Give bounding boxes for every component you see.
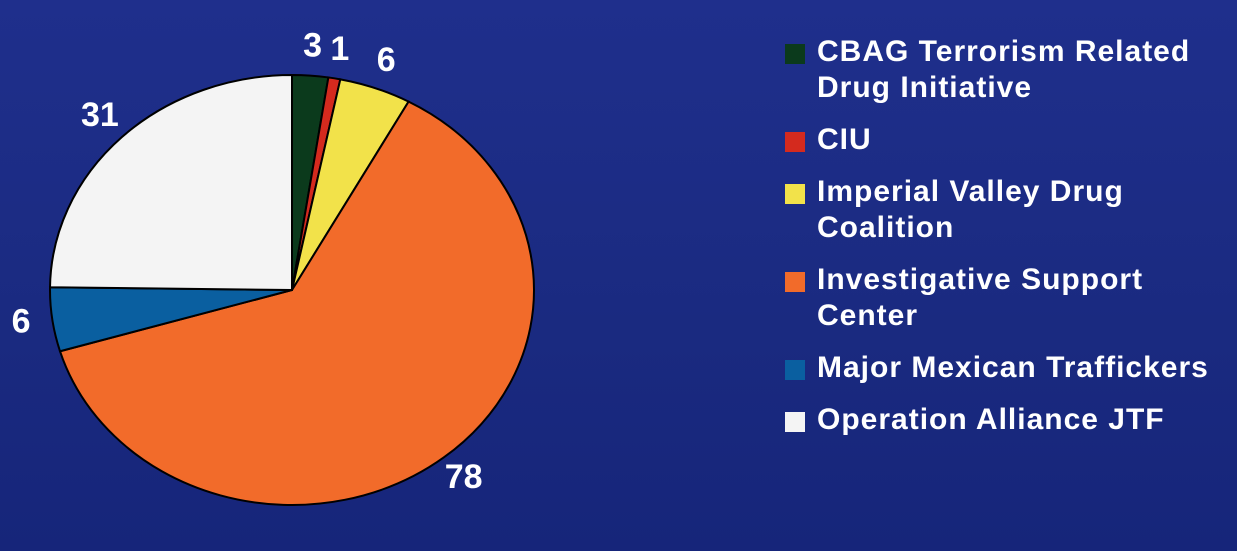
value-label: 1 [330,30,349,68]
legend-swatch [785,184,805,204]
legend-label: Investigative Support Center [817,263,1144,332]
legend-swatch [785,272,805,292]
legend-label: Operation Alliance JTF [817,403,1165,436]
legend-item: Investigative Support Center [785,262,1225,334]
legend-label: CBAG Terrorism Related Drug Initiative [817,35,1191,104]
value-label: 6 [377,41,396,79]
legend-swatch [785,44,805,64]
pie-slice [49,73,293,292]
legend-item: CBAG Terrorism Related Drug Initiative [785,34,1225,106]
legend-label: Major Mexican Traffickers [817,351,1209,384]
value-label: 3 [303,27,322,65]
legend-swatch [785,360,805,380]
legend-item: Operation Alliance JTF [785,402,1225,438]
value-label: 31 [81,96,119,134]
value-label: 6 [12,302,31,340]
legend-item: Imperial Valley Drug Coalition [785,174,1225,246]
legend-swatch [785,412,805,432]
legend-item: Major Mexican Traffickers [785,350,1225,386]
value-label: 78 [445,458,483,496]
legend: CBAG Terrorism Related Drug Initiative CI… [785,34,1225,454]
legend-swatch [785,132,805,152]
legend-item: CIU [785,122,1225,158]
legend-label: CIU [817,123,872,156]
legend-label: Imperial Valley Drug Coalition [817,175,1124,244]
pie-slice [58,100,535,506]
